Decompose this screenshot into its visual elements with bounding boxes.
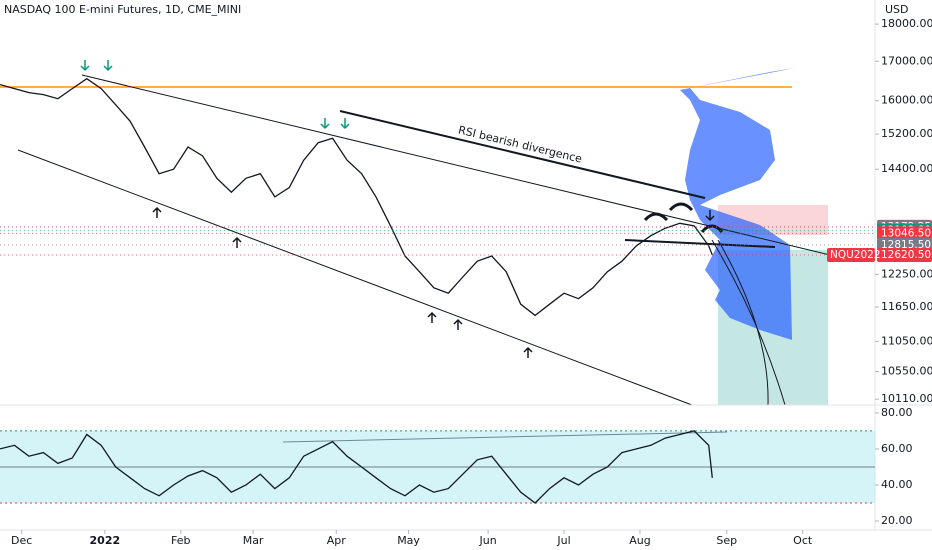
y-tick-label: 15200.00 xyxy=(881,127,932,140)
y-tick-label: 40.00 xyxy=(881,478,913,491)
series-line xyxy=(0,430,713,504)
y-tick-label: 60.00 xyxy=(881,442,913,455)
x-tick-label: Dec xyxy=(11,534,32,547)
neckline xyxy=(624,239,776,248)
y-tick-label: 14400.00 xyxy=(881,162,932,175)
divergence-line xyxy=(339,110,706,199)
y-tick-label: 80.00 xyxy=(881,406,913,419)
symbol-tag xyxy=(827,247,875,262)
y-tick-label: 16000.00 xyxy=(881,94,932,107)
y-tick-label: 11650.00 xyxy=(881,300,932,313)
unit-label: USD xyxy=(885,3,909,16)
y-tick-label: 11050.00 xyxy=(881,334,932,347)
y-tick-label: 17000.00 xyxy=(881,54,932,67)
x-tick-label: Aug xyxy=(629,534,650,547)
x-tick-label: Sep xyxy=(716,534,737,547)
price-tag-label: 12620.50 xyxy=(881,249,931,261)
y-tick-label: 10550.00 xyxy=(881,364,932,377)
channel-upper xyxy=(81,74,831,256)
chart-title: NASDAQ 100 E-mini Futures, 1D, CME_MINI xyxy=(4,3,241,16)
x-tick-label: 2022 xyxy=(90,534,121,547)
price-tag xyxy=(877,247,932,262)
channel-lower xyxy=(17,149,693,406)
projection xyxy=(711,239,786,406)
price-tag-label: 13046.50 xyxy=(881,227,931,239)
price-tag xyxy=(877,226,932,241)
x-tick-label: Mar xyxy=(243,534,264,547)
down-arrow xyxy=(705,210,715,222)
y-tick-label: 12250.00 xyxy=(881,267,932,280)
x-tick-label: May xyxy=(397,534,420,547)
x-tick-label: Apr xyxy=(327,534,347,547)
x-tick-label: Jul xyxy=(556,534,570,547)
x-tick-label: Feb xyxy=(171,534,190,547)
x-tick-label: Oct xyxy=(793,534,813,547)
y-tick-label: 20.00 xyxy=(881,514,913,527)
symbol-tag-label: NQU2022 xyxy=(830,249,881,261)
series-line xyxy=(0,77,713,317)
y-tick-label: 10110.00 xyxy=(881,392,932,405)
volume-profile xyxy=(680,68,795,340)
up-arrows xyxy=(152,206,533,358)
down-arrows xyxy=(80,60,350,130)
x-tick-label: Jun xyxy=(479,534,497,547)
y-tick-label: 18000.00 xyxy=(881,17,932,30)
